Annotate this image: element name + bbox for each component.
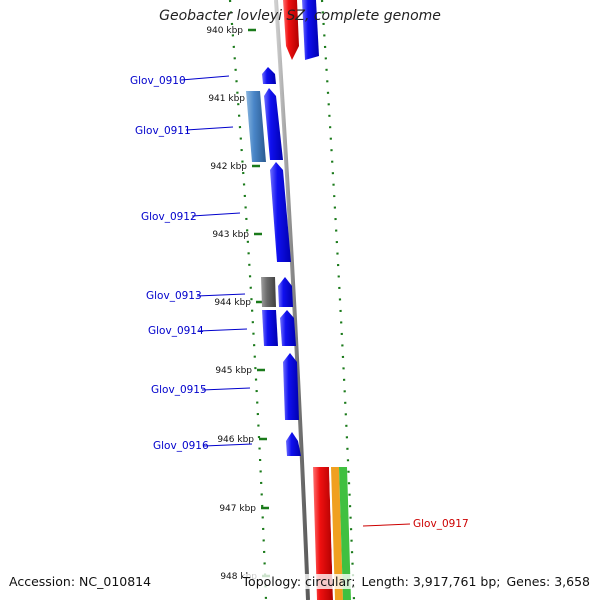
length-label: Length: (361, 574, 409, 589)
label-leader-line (198, 328, 248, 332)
label-leaders (180, 75, 411, 527)
gene-label[interactable]: Glov_0911 (135, 125, 191, 137)
label-leader-line (185, 126, 234, 131)
gene-feature (264, 88, 283, 160)
gene-feature (283, 353, 299, 420)
tick-label: 940 kbp (206, 26, 243, 36)
gene-label[interactable]: Glov_0910 (130, 75, 186, 87)
tick-label: 948 kbp (220, 572, 257, 582)
gene-label[interactable]: Glov_0913 (146, 290, 202, 302)
gene-feature (280, 310, 296, 346)
tick-label: 946 kbp (217, 435, 254, 445)
gene-labels: Glov_0910 Glov_0911 Glov_0912 Glov_0913 Glov… (130, 75, 469, 530)
gene-feature (286, 432, 301, 456)
genes-label: Genes: (506, 574, 551, 589)
gene-label[interactable]: Glov_0916 (153, 440, 209, 452)
gene-feature (302, 0, 319, 60)
gene-feature (339, 467, 351, 600)
gene-feature (278, 277, 293, 307)
gene-label[interactable]: Glov_0914 (148, 325, 204, 337)
label-leader-line (180, 75, 230, 81)
accession-info: Accession: NC_010814 (9, 574, 152, 589)
label-leader-line (191, 212, 241, 217)
page-title: Geobacter lovleyi SZ, complete genome (159, 8, 441, 24)
topology-value: circular; (305, 574, 356, 589)
tick-label: 947 kbp (219, 504, 256, 514)
topology-label: Topology: (242, 574, 302, 589)
tick-label: 941 kbp (208, 94, 245, 104)
accession-label: Accession: (9, 574, 76, 589)
gene-label[interactable]: Glov_0915 (151, 384, 207, 396)
tick-label: 944 kbp (214, 298, 251, 308)
gene-label[interactable]: Glov_0917 (413, 518, 469, 530)
label-leader-line (203, 443, 253, 447)
gene-feature (262, 67, 276, 84)
gene-features (246, 0, 351, 600)
genes-value: 3,658 (554, 574, 590, 589)
gene-feature (283, 0, 299, 60)
gc-track-outer (320, 0, 356, 600)
length-value: 3,917,761 bp; (412, 574, 501, 589)
gene-feature (246, 91, 266, 162)
gene-label[interactable]: Glov_0912 (141, 211, 197, 223)
label-leader-line (196, 293, 246, 297)
tick-label: 943 kbp (212, 230, 249, 240)
gene-feature (262, 310, 278, 346)
label-leader-line (201, 387, 251, 391)
accession-value: NC_010814 (79, 574, 152, 589)
gene-feature (261, 277, 276, 307)
label-leader-line (362, 523, 411, 527)
gene-feature (270, 162, 291, 262)
gene-feature (313, 467, 333, 600)
gene-feature (329, 467, 335, 600)
genome-stats: Topology: circular; Length: 3,917,761 bp;… (242, 574, 590, 589)
genome-backbone (274, 0, 310, 600)
tick-label: 945 kbp (215, 366, 252, 376)
tick-label: 942 kbp (210, 162, 247, 172)
gc-track-inner (228, 0, 268, 600)
